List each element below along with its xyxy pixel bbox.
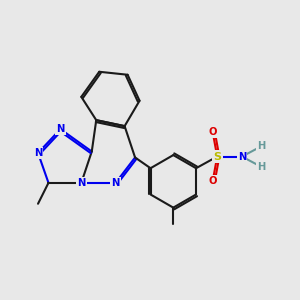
Text: H: H [257,141,265,152]
Text: N: N [56,124,64,134]
Text: N: N [238,152,246,162]
Text: N: N [34,148,42,158]
Text: O: O [208,127,217,137]
Text: O: O [208,176,217,186]
Text: S: S [213,152,221,162]
Text: N: N [112,178,120,188]
Text: H: H [257,162,265,172]
Text: N: N [77,178,86,188]
